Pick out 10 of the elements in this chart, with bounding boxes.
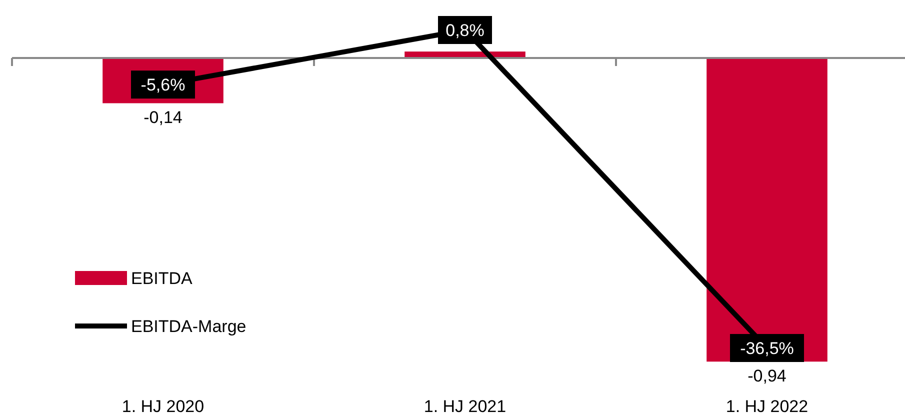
legend-label: EBITDA-Marge — [131, 317, 246, 336]
data-label: 0,8% — [446, 21, 484, 40]
x-tick-label: 1. HJ 2021 — [424, 397, 506, 416]
data-label: -0,94 — [748, 366, 786, 386]
x-tick-label: 1. HJ 2022 — [726, 397, 808, 416]
data-label: -5,6% — [140, 76, 186, 95]
legend-label: EBITDA — [131, 269, 194, 288]
x-tick-label: 1. HJ 2020 — [122, 397, 204, 416]
data-label: -36,5% — [740, 339, 794, 358]
data-label: -0,14 — [144, 108, 182, 128]
